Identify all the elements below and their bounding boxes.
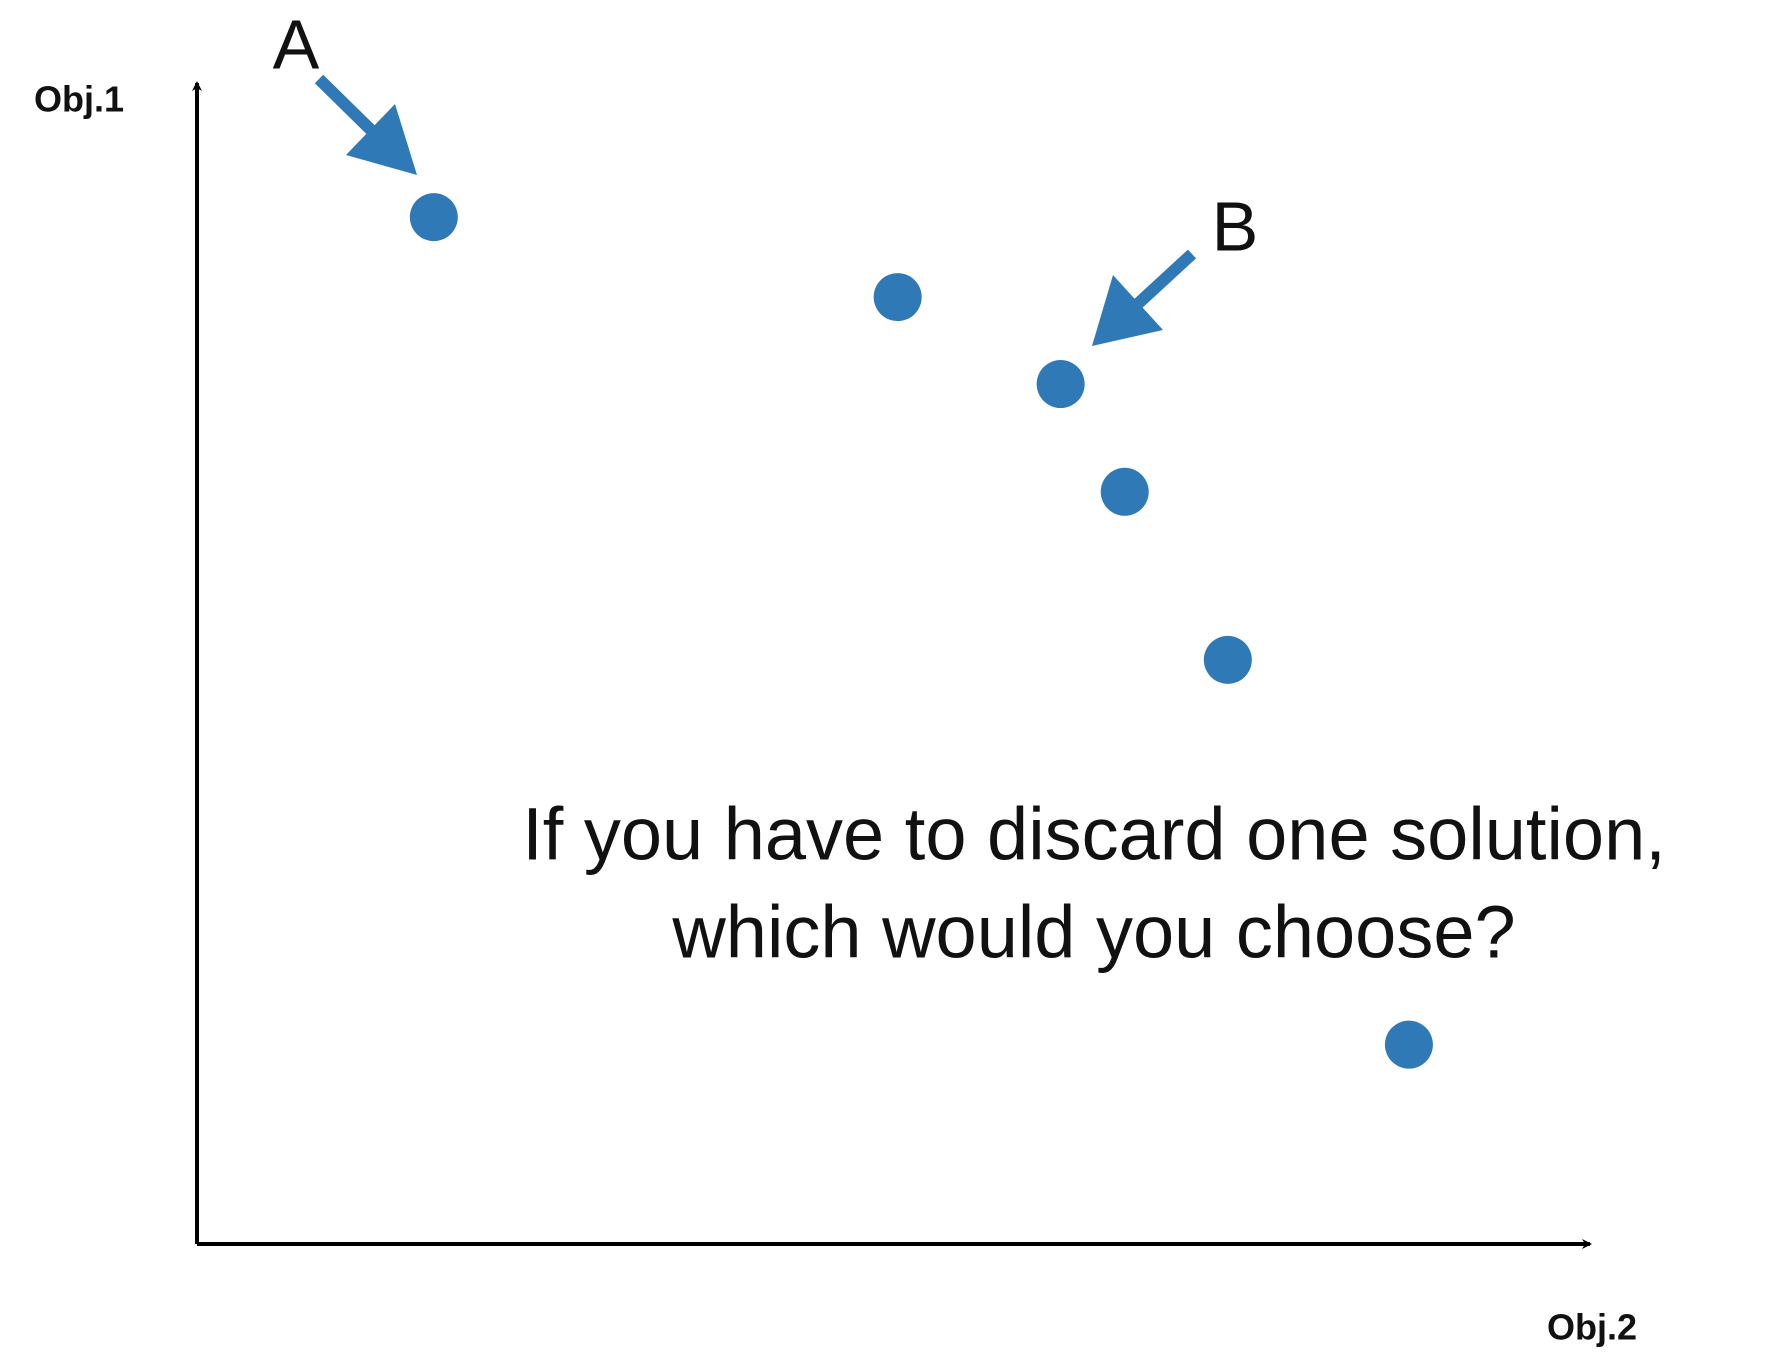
point bbox=[1203, 635, 1252, 684]
question-text: If you have to discard one solution, bbox=[522, 793, 1666, 876]
arrow-a-head bbox=[346, 104, 417, 175]
arrows bbox=[314, 74, 1197, 346]
arrow-a-shaft bbox=[314, 74, 380, 139]
y-axis-label: Obj.1 bbox=[34, 79, 124, 120]
arrow-b-head bbox=[1092, 275, 1163, 346]
annotation: B bbox=[1212, 187, 1259, 265]
question-text: which would you choose? bbox=[671, 891, 1515, 974]
point bbox=[409, 193, 458, 242]
point bbox=[873, 273, 922, 322]
point bbox=[1384, 1020, 1433, 1069]
arrow-b-shaft bbox=[1125, 249, 1197, 316]
point bbox=[1100, 467, 1149, 516]
x-axis-label: Obj.2 bbox=[1547, 1307, 1637, 1348]
annotation: A bbox=[273, 5, 320, 83]
point bbox=[1036, 360, 1085, 409]
